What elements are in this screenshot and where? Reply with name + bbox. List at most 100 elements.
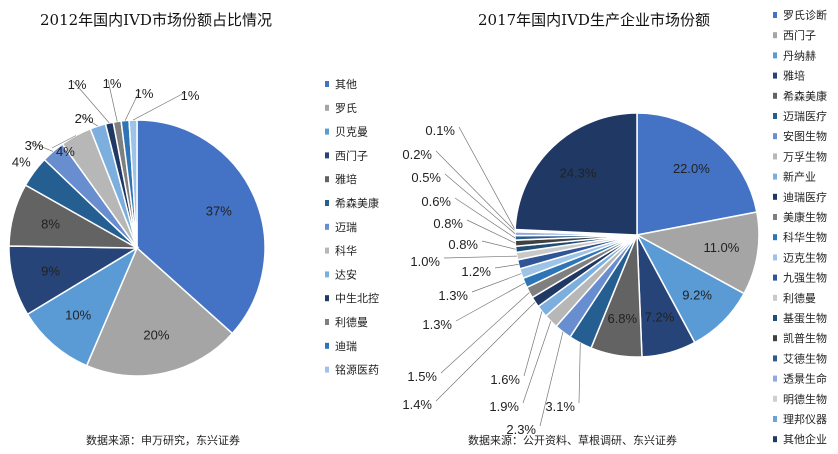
chart2-leader-6 [539,331,564,427]
chart2-data-label-19: 0.2% [402,147,432,162]
chart2-leader-9 [435,301,536,402]
chart1-data-label-3: 9% [41,263,60,278]
chart1-legend-marker-3 [325,152,329,159]
chart2-leader-10 [440,292,530,374]
chart2-legend-label-19: 明德生物 [783,392,827,406]
chart1-legend-label-8: 达安 [335,267,357,281]
chart2-legend-marker-18 [773,375,777,382]
chart1-legend-marker-10 [325,319,329,325]
chart2-data-label-13: 1.2% [461,264,491,279]
chart1-legend-label-11: 迪瑞 [335,339,357,353]
chart2-data-label-14: 1.0% [410,254,440,269]
chart2-legend-marker-1 [773,32,777,39]
chart2-legend-label-18: 透景生命 [783,372,827,386]
chart1-data-label-7: 4% [56,144,75,159]
chart2-legend-label-16: 凯普生物 [783,331,827,345]
chart2-data-label-10: 1.5% [407,369,437,384]
chart1-legend-marker-0 [325,81,329,87]
chart2-legend-label-1: 西门子 [783,28,816,42]
chart1-data-label-8: 2% [75,111,94,126]
chart1-data-label-0: 37% [206,204,232,219]
chart2-legend-marker-11 [773,234,777,241]
chart1-data-label-4: 8% [41,217,60,232]
chart2-leader-12 [471,273,522,293]
chart1-legend-marker-9 [325,295,329,302]
chart2-data-label-2: 9.2% [682,288,712,303]
chart1-legend-marker-8 [325,271,329,278]
chart1-legend-marker-2 [325,128,329,135]
chart2-legend-marker-0 [773,12,777,18]
chart2-legend-label-21: 其他企业 [783,432,827,446]
chart1-legend-marker-4 [325,176,329,183]
chart1-slice-1 [85,246,234,377]
chart1-legend-label-6: 迈瑞 [335,220,357,234]
chart1-legend-marker-1 [325,104,329,111]
chart2-leader-20 [458,126,516,230]
chart2-data-label-16: 0.8% [433,216,463,231]
chart1-legend-marker-6 [325,223,329,230]
chart2-legend-marker-15 [773,315,777,321]
chart2-leader-13 [494,264,519,269]
chart1-slice-2 [26,246,139,367]
chart1-legend-label-5: 希森美康 [335,196,379,210]
chart1-pie: 37%20%10%9%8%4%3% 4%2%1% 1%1% 1% [8,76,266,377]
chart2-data-label-15: 0.8% [448,237,478,252]
chart1-data-label-12: 1% [181,88,200,103]
chart2-legend-marker-17 [773,355,777,362]
chart2-leader-19 [435,150,516,232]
chart2-data-label-4: 6.8% [607,311,637,326]
chart2-legend-marker-9 [773,193,777,200]
chart2-data-label-6: 2.3% [506,422,536,437]
chart2-data-label-8: 1.6% [490,372,520,387]
chart2-leader-11 [455,282,525,322]
chart2-leader-8 [523,311,543,377]
chart2-data-label-3: 7.2% [645,309,675,324]
chart1-leader-12 [132,91,187,121]
chart1-legend-label-2: 贝克曼 [335,126,368,139]
chart2-legend-label-5: 迈瑞医疗 [783,109,827,123]
chart2-legend-marker-21 [773,436,777,443]
chart1-legend-label-1: 罗氏 [335,102,357,115]
chart2-slice-21 [514,112,638,236]
chart1-legend-marker-5 [325,200,329,206]
chart2-legend-label-7: 万孚生物 [783,149,827,163]
chart2-leader-17 [454,197,516,239]
chart2-data-label-5: 3.1% [545,399,575,414]
chart1-legend-label-10: 利德曼 [335,315,368,329]
chart2-legend-marker-14 [773,294,777,301]
chart2-legend-marker-12 [773,254,777,261]
chart1-legend-marker-7 [325,247,329,254]
chart2-legend-marker-6 [773,133,777,140]
chart2-leader-16 [466,219,516,244]
chart1-data-label-6: 3% [25,138,44,153]
chart1-leader-7 [51,135,77,149]
chart1-legend-label-0: 其他 [335,78,357,91]
chart1-leader-9 [72,80,110,124]
chart1-data-label-2: 10% [65,308,91,323]
chart2-legend-marker-19 [773,395,777,402]
chart2-legend-label-8: 新产业 [783,170,816,184]
chart1-data-label-5: 4% [12,154,31,169]
chart2-legend-marker-7 [773,153,777,160]
chart2-leader-5 [578,342,581,404]
chart2-legend-label-14: 利德曼 [783,291,816,305]
chart2-legend-label-3: 雅培 [783,69,805,83]
chart2-legend-label-12: 迈克生物 [783,250,827,264]
chart2-legend-label-6: 安图生物 [783,129,827,143]
chart2-legend: 罗氏诊断西门子丹纳赫雅培希森美康迈瑞医疗安图生物万孚生物新产业迪瑞医疗美康生物科… [773,8,827,446]
chart2-legend-marker-5 [773,113,777,119]
chart2-data-label-21: 24.3% [560,165,597,180]
chart1-leader-10 [107,79,118,122]
chart1-legend-label-7: 科华 [335,244,357,258]
chart2-legend-marker-4 [773,92,777,99]
chart1-source: 数据来源：申万研究，东兴证券 [86,433,240,447]
chart2-legend-marker-13 [773,274,777,281]
chart2-legend-label-17: 艾德生物 [783,351,827,365]
chart1-legend-label-9: 中生北控 [335,291,379,305]
chart2-legend-marker-8 [773,173,777,180]
chart2-data-label-9: 1.4% [402,397,432,412]
chart2-data-label-0: 22.0% [673,161,710,176]
chart2-legend-label-0: 罗氏诊断 [783,8,827,22]
chart1-data-label-10: 1% [103,76,122,91]
